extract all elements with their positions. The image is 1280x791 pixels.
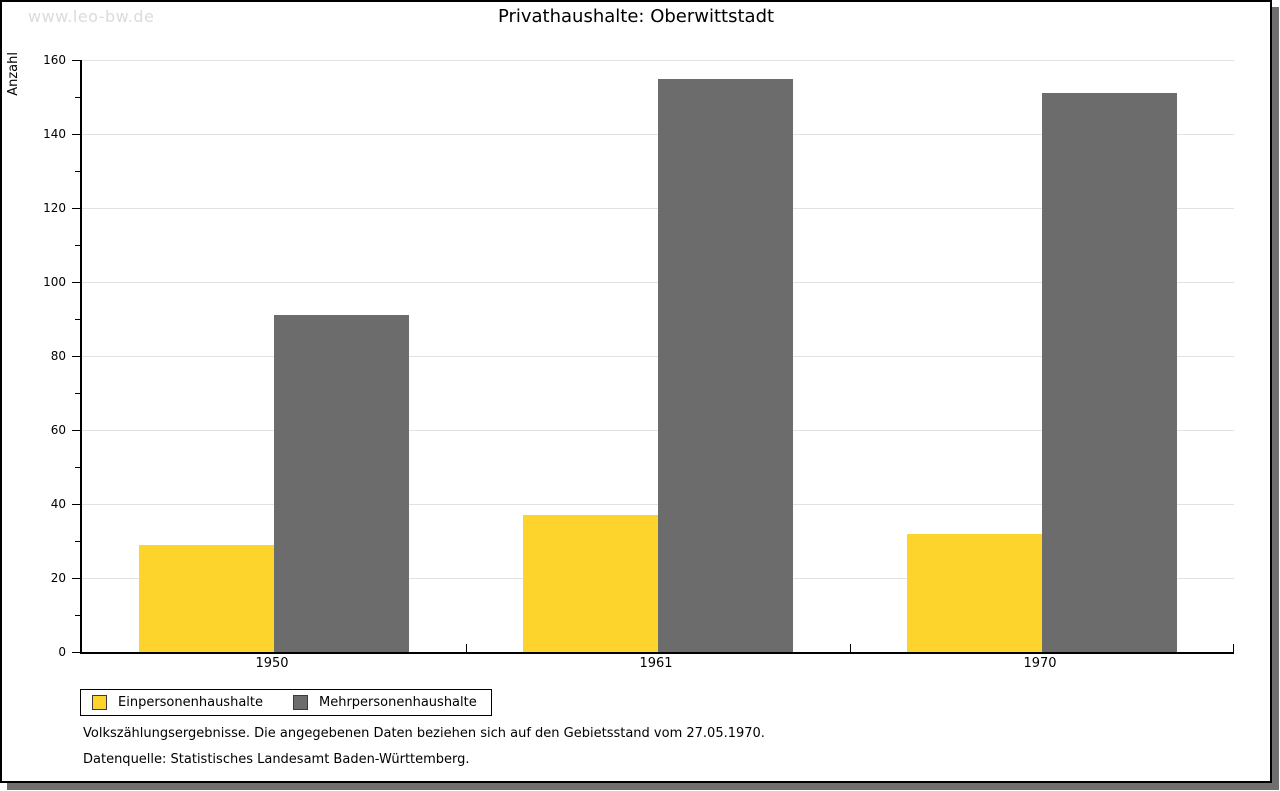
y-axis-tick-label: 20 bbox=[50, 571, 66, 585]
legend-swatch-icon bbox=[92, 695, 107, 710]
bar-einpersonenhaushalte-1970 bbox=[907, 533, 1042, 652]
bar-mehrpersonenhaushalte-1970 bbox=[1042, 93, 1177, 652]
y-axis-major-tick bbox=[72, 282, 80, 283]
y-axis-minor-tick bbox=[75, 171, 80, 172]
bar-einpersonenhaushalte-1961 bbox=[523, 515, 658, 652]
x-axis-tick-label: 1970 bbox=[1023, 656, 1057, 671]
y-axis-major-tick bbox=[72, 430, 80, 431]
y-axis-tick-label: 100 bbox=[43, 275, 66, 289]
bar-einpersonenhaushalte-1950 bbox=[139, 544, 274, 652]
legend-label: Mehrpersonenhaushalte bbox=[319, 695, 477, 710]
y-axis-minor-tick bbox=[75, 97, 80, 98]
y-axis-major-tick bbox=[72, 652, 80, 653]
y-axis-tick-label: 80 bbox=[50, 349, 66, 363]
footer-note: Volkszählungsergebnisse. Die angegebenen… bbox=[83, 726, 765, 741]
y-axis-minor-tick bbox=[75, 319, 80, 320]
y-axis-major-tick bbox=[72, 504, 80, 505]
legend-item: Einpersonenhaushalte bbox=[92, 695, 263, 710]
bar-group-1961 bbox=[466, 60, 850, 652]
y-axis-major-tick bbox=[72, 134, 80, 135]
y-axis-tick-label: 120 bbox=[43, 201, 66, 215]
y-axis-tick-labels: 0 20 40 60 80 100 120 140 160 bbox=[2, 54, 66, 658]
y-axis-minor-tick bbox=[75, 615, 80, 616]
bar-group-1950 bbox=[82, 60, 466, 652]
y-axis-minor-tick bbox=[75, 393, 80, 394]
bar-mehrpersonenhaushalte-1950 bbox=[274, 315, 409, 652]
gridline bbox=[82, 60, 1234, 61]
watermark: www.leo-bw.de bbox=[28, 7, 155, 26]
y-axis-tick-label: 60 bbox=[50, 423, 66, 437]
y-axis-major-tick bbox=[72, 578, 80, 579]
y-axis-major-tick bbox=[72, 356, 80, 357]
x-axis-boundary-tick bbox=[850, 644, 851, 652]
bar-mehrpersonenhaushalte-1961 bbox=[658, 78, 793, 652]
y-axis-tick-label: 140 bbox=[43, 127, 66, 141]
y-axis-tick-label: 160 bbox=[43, 53, 66, 67]
x-axis-tick-label: 1961 bbox=[639, 656, 673, 671]
x-axis-boundary-tick bbox=[466, 644, 467, 652]
y-axis-tick-label: 40 bbox=[50, 497, 66, 511]
legend-item: Mehrpersonenhaushalte bbox=[293, 695, 477, 710]
plot-area bbox=[72, 60, 1234, 654]
bar-group-1970 bbox=[850, 60, 1234, 652]
x-axis-tick-labels: 1950 1961 1970 bbox=[80, 656, 1232, 676]
y-axis-major-tick bbox=[72, 208, 80, 209]
x-axis-boundary-tick bbox=[1233, 644, 1234, 652]
legend: Einpersonenhaushalte Mehrpersonenhaushalt… bbox=[80, 689, 492, 716]
footer-source: Datenquelle: Statistisches Landesamt Bad… bbox=[83, 752, 470, 767]
y-axis-minor-tick bbox=[75, 467, 80, 468]
y-axis-minor-tick bbox=[75, 541, 80, 542]
chart-title: Privathaushalte: Oberwittstadt bbox=[497, 6, 775, 27]
y-axis-tick-label: 0 bbox=[58, 645, 66, 659]
x-axis-tick-label: 1950 bbox=[255, 656, 289, 671]
y-axis-major-tick bbox=[72, 60, 80, 61]
legend-swatch-icon bbox=[293, 695, 308, 710]
y-axis-minor-tick bbox=[75, 245, 80, 246]
legend-label: Einpersonenhaushalte bbox=[118, 695, 263, 710]
